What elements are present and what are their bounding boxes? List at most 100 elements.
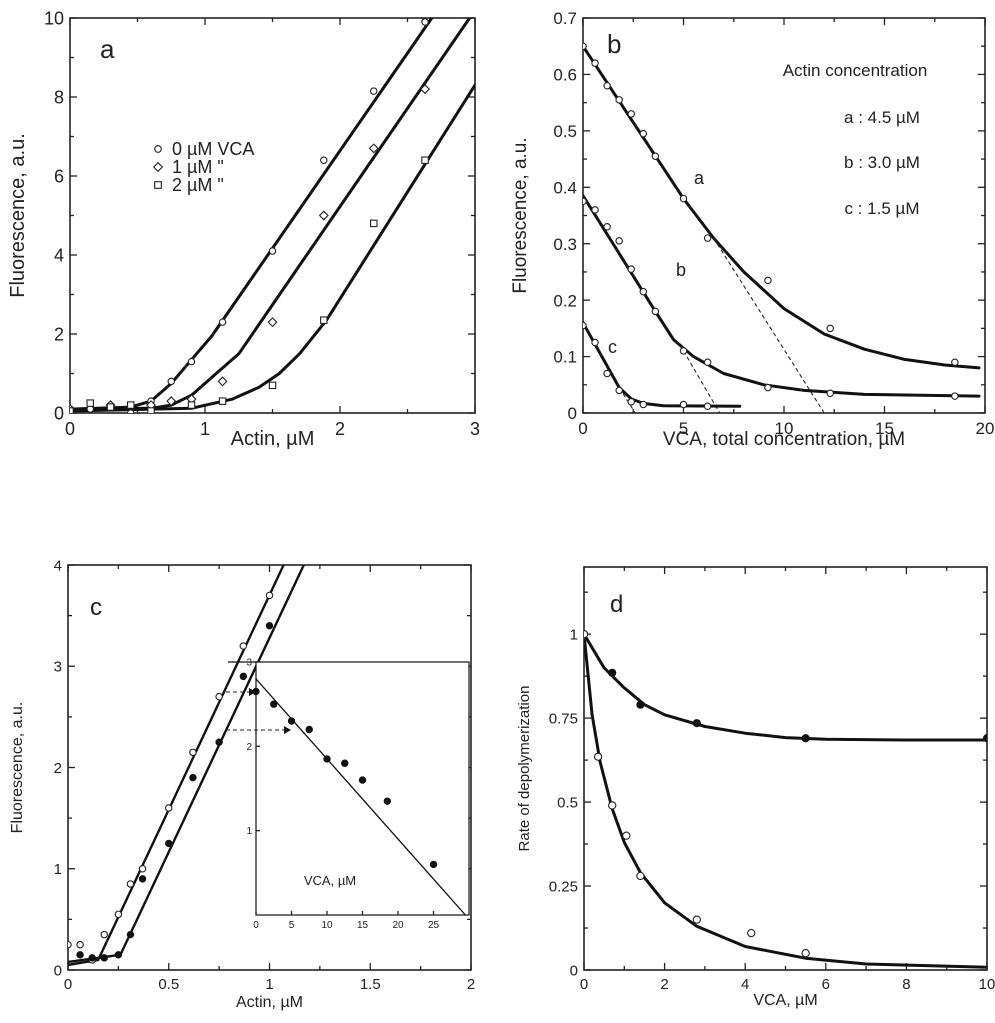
arrow-head-upper [249,688,256,696]
data-point-s1-1 [591,206,599,214]
data-point-s1-5 [639,287,648,296]
y-tick-label: 1 [54,861,62,878]
legend-label-2: 2 µM " [172,175,224,195]
panel-b: 0 5 10 15 20 0 0.1 0.2 0.3 0.4 0.5 0.6 0.7 VCA, total… [510,9,994,450]
data-point-s0-2 [636,700,645,709]
inset-y-tick-label: 3 [246,658,252,669]
data-point-s2-4 [627,397,635,406]
y-tick-label: 1 [570,627,578,644]
y-tick-label: 0.5 [553,122,577,141]
data-point-s0-0 [68,940,72,949]
data-point-s2-7 [703,402,712,410]
inset-x-tick-label: 0 [253,920,259,931]
inset-x-tick-label: 25 [428,920,440,931]
x-tick-label: 1.5 [360,976,381,993]
legend-entry-2: c : 1.5 µM [845,199,920,218]
data-point-s1-11 [951,392,959,400]
inset-x-tick-label: 15 [357,920,369,931]
data-point-s2-8 [320,316,328,324]
inset-data-point-4 [323,755,331,763]
inset-data-point-2 [287,717,296,725]
x-tick-label: 20 [976,419,995,438]
plot-area [583,42,981,413]
data-point-s1-2 [100,954,108,962]
inset-data-point-6 [358,776,367,784]
fit-curve-1 [583,194,981,398]
data-point-s0-3 [692,719,701,728]
x-tick-label: 0 [578,419,587,438]
fit-curve-1 [70,18,472,411]
data-point-s1-5 [138,875,147,883]
x-tick-label: 1 [265,976,273,993]
x-tick-label: 3 [470,419,480,439]
legend-label-0: 0 µM VCA [172,139,254,159]
extrapolation-line-1 [683,350,721,413]
inset-x-tick-label: 20 [392,920,404,931]
data-point-s1-1 [593,752,603,761]
data-point-s0-2 [603,81,611,90]
extrapolation-line-2 [618,387,636,413]
y-axis-label: Fluorescence, a.u. [9,702,26,834]
panel-a: 0 1 2 3 0 2 4 6 8 10 Actin, µM Fluorescence, a.u. a 0… [7,8,480,450]
panel-d: 0 2 4 6 8 10 0 0.25 0.5 0.75 1 VCA, µM Rate of depol… [516,566,995,1009]
data-point-s2-5 [639,400,648,409]
data-point-s2-2 [603,369,611,378]
y-tick-label: 10 [44,8,64,28]
x-tick-label: 2 [467,976,475,993]
fit-curve-1 [584,632,987,969]
x-tick-label: 2 [660,976,668,993]
x-tick-label: 10 [979,976,995,993]
y-tick-label: 0 [54,962,62,979]
data-point-s1-0 [584,630,589,639]
data-point-s2-2 [106,403,115,411]
data-point-s0-5 [982,734,987,743]
data-point-s1-6 [165,839,173,848]
legend-entry-1: b : 3.0 µM [844,153,920,172]
data-point-s1-10 [265,622,274,630]
data-point-s2-4 [147,407,155,413]
data-point-s1-10 [826,389,834,397]
data-point-s2-3 [127,401,135,409]
y-tick-label: 0.5 [557,794,578,811]
x-tick-label: 0 [65,419,75,439]
plot-area [70,18,475,413]
fit-curve-2 [583,321,742,408]
fit-curve-0 [70,18,434,411]
x-tick-label: 8 [902,976,910,993]
inset-y-tick-label: 2 [246,742,252,753]
data-point-s1-4 [126,930,135,939]
x-tick-label: 2 [335,419,345,439]
legend-marker-2 [154,181,162,189]
x-tick-label: 0.5 [158,976,179,993]
panel-label: c [90,594,102,621]
data-point-s1-3 [114,951,123,959]
y-tick-label: 4 [54,245,64,265]
y-tick-label: 0 [568,404,577,423]
data-point-s0-6 [138,864,147,873]
data-point-s1-0 [583,197,587,206]
data-point-s0-11 [265,591,274,600]
y-tick-label: 0.3 [553,235,577,254]
data-point-s2-6 [679,400,688,409]
data-point-s2-7 [268,381,277,390]
inset-data-point-8 [429,860,438,869]
data-point-s1-4 [636,871,645,881]
data-point-s0-10 [369,87,378,95]
inset-y-tick-label: 1 [246,826,252,837]
inset-frame [255,661,470,916]
data-point-s2-1 [591,338,599,347]
data-point-s1-9 [420,84,431,95]
plot-area [68,565,305,967]
data-point-s2-3 [615,386,623,395]
y-tick-label: 6 [54,166,64,186]
legend-label-1: 1 µM " [172,157,224,177]
legend-entry-0: a : 4.5 µM [844,108,920,127]
data-point-s0-1 [608,668,617,677]
data-point-s0-7 [165,804,173,812]
x-tick-label: 10 [775,419,794,438]
data-point-s1-3 [615,237,623,245]
y-tick-label: 4 [54,557,62,574]
data-point-s2-6 [218,397,227,405]
fit-curve-0 [583,44,981,370]
